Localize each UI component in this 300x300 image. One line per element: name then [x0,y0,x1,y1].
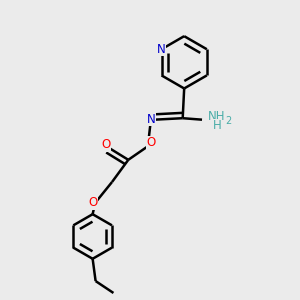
Text: 2: 2 [225,116,231,127]
Text: NH: NH [208,110,226,123]
Text: N: N [157,43,166,56]
Text: O: O [88,196,97,209]
Text: O: O [146,136,155,149]
Text: N: N [146,112,155,126]
Text: O: O [101,138,111,152]
Text: H: H [213,119,222,132]
